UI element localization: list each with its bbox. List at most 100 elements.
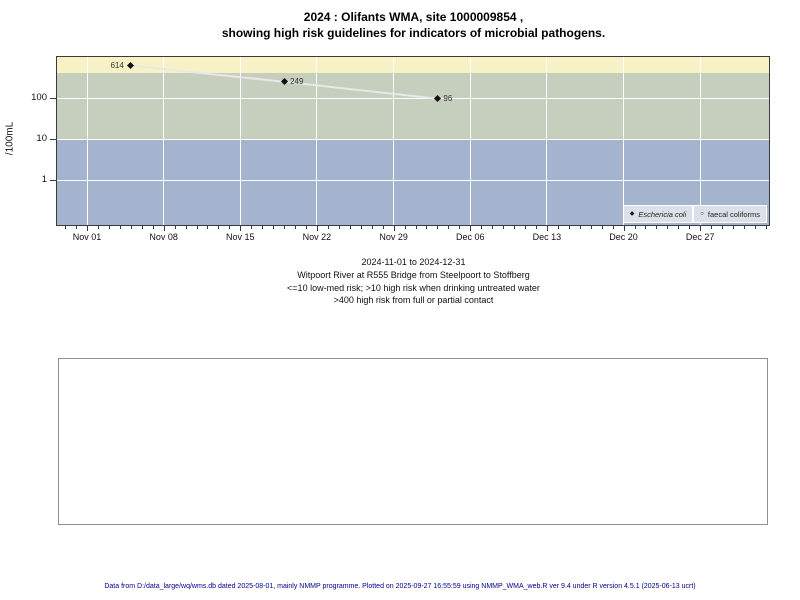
x-axis-minor-tick xyxy=(765,226,767,229)
open-circle-icon: ○ xyxy=(700,211,704,217)
caption-risk-note-1: <=10 low-med risk; >10 high risk when dr… xyxy=(287,282,540,293)
x-axis-tick-label: Nov 01 xyxy=(72,232,102,242)
x-axis-minor-tick xyxy=(722,226,724,229)
gridline-horizontal xyxy=(57,138,769,140)
x-axis-minor-tick xyxy=(656,226,658,229)
x-axis-minor-tick xyxy=(612,226,614,229)
x-axis-tick-label: Dec 06 xyxy=(455,232,485,242)
x-axis-minor-tick xyxy=(185,226,187,229)
x-axis-minor-tick xyxy=(678,226,680,229)
x-axis-minor-tick xyxy=(338,226,340,229)
x-axis-tick-label: Nov 22 xyxy=(302,232,332,242)
chart-title-line2: showing high risk guidelines for indicat… xyxy=(221,26,606,40)
x-axis-tick-label: Dec 13 xyxy=(532,232,562,242)
x-axis-tick-label: Nov 08 xyxy=(149,232,178,242)
y-axis-tick xyxy=(50,180,56,181)
x-axis-minor-tick xyxy=(130,226,132,229)
x-axis-minor-tick xyxy=(196,226,198,229)
empty-panel xyxy=(58,358,768,525)
x-axis-minor-tick xyxy=(514,226,516,229)
legend-label-faecal-coliforms: faecal coliforms xyxy=(707,209,760,219)
x-axis-minor-tick xyxy=(415,226,417,229)
caption-date-range: 2024-11-01 to 2024-12-31 xyxy=(361,257,466,267)
gridline-vertical xyxy=(469,57,471,225)
legend-label-escherichia-coli: Eschericia coli xyxy=(638,209,687,219)
gridline-vertical xyxy=(86,57,88,225)
series-line xyxy=(130,64,438,100)
x-axis-minor-tick xyxy=(579,226,581,229)
x-axis-minor-tick xyxy=(382,226,384,229)
x-axis-minor-tick xyxy=(65,226,67,229)
x-axis-minor-tick xyxy=(492,226,494,229)
x-axis-minor-tick xyxy=(306,226,307,229)
gridline-vertical xyxy=(316,57,318,225)
x-axis-minor-tick xyxy=(119,226,121,229)
x-axis-minor-tick xyxy=(470,226,472,229)
filled-diamond-icon: ◆ xyxy=(629,211,635,217)
x-axis-minor-tick xyxy=(262,226,264,229)
y-axis-tick-label: 10 xyxy=(36,133,47,144)
x-axis-minor-tick xyxy=(525,226,526,229)
data-point-label: 249 xyxy=(290,77,304,87)
x-axis-tick-label: Dec 20 xyxy=(609,232,638,242)
legend-item-escherichia-coli: ◆ Eschericia coli xyxy=(622,205,694,223)
x-axis-minor-tick xyxy=(601,226,603,229)
x-axis-minor-tick xyxy=(645,226,647,229)
x-axis-minor-tick xyxy=(623,226,625,229)
gridline-vertical xyxy=(163,57,165,225)
caption-site-description: Witpoort River at R555 Bridge from Steel… xyxy=(297,269,530,280)
x-axis-minor-tick xyxy=(711,226,713,229)
x-axis-minor-tick xyxy=(349,226,351,229)
x-axis-minor-tick xyxy=(481,226,483,229)
x-axis-minor-tick xyxy=(459,226,461,229)
chart-caption: 2024-11-01 to 2024-12-31 Witpoort River … xyxy=(57,256,770,307)
x-axis-minor-tick xyxy=(448,226,450,229)
x-axis-minor-tick xyxy=(689,226,691,229)
x-axis-minor-tick xyxy=(700,226,702,229)
x-axis-minor-tick xyxy=(744,226,745,229)
x-axis-minor-tick xyxy=(546,226,548,229)
data-point-label: 96 xyxy=(443,94,453,104)
x-axis-minor-tick xyxy=(295,226,297,229)
x-axis-minor-tick xyxy=(229,226,231,229)
x-axis-tick-label: Nov 15 xyxy=(226,232,255,242)
x-axis-minor-tick xyxy=(108,226,110,229)
x-axis-minor-tick xyxy=(152,226,154,229)
y-axis-tick xyxy=(50,98,56,99)
x-axis-minor-tick xyxy=(393,226,395,229)
y-axis-tick xyxy=(50,139,56,140)
x-axis-minor-tick xyxy=(634,226,636,229)
x-axis-minor-tick xyxy=(163,226,165,229)
x-axis-minor-tick xyxy=(87,226,88,229)
x-axis-minor-tick xyxy=(207,226,209,229)
x-axis-minor-tick xyxy=(733,226,735,229)
x-axis-minor-tick xyxy=(284,226,286,229)
footer-provenance-text: Data from D:/data_large/wq/wms.db dated … xyxy=(104,583,696,590)
gridline-vertical xyxy=(546,57,548,225)
x-axis-minor-tick xyxy=(141,226,143,229)
x-axis-minor-tick xyxy=(240,226,242,229)
x-axis-minor-tick xyxy=(371,226,373,229)
x-axis-minor-tick xyxy=(218,226,220,229)
x-axis-minor-tick xyxy=(251,226,253,229)
x-axis-minor-tick xyxy=(667,226,669,229)
plot-area: ◆ Eschericia coli ○ faecal coliforms 614… xyxy=(56,56,770,226)
x-axis-tick-label: Nov 29 xyxy=(379,232,408,242)
gridline-horizontal xyxy=(57,179,769,181)
x-axis-minor-tick xyxy=(174,226,176,229)
x-axis-minor-tick xyxy=(590,226,592,229)
chart-title-line1: 2024 : Olifants WMA, site 1000009854 , xyxy=(303,10,524,24)
gridline-vertical xyxy=(623,57,625,225)
x-axis-minor-tick xyxy=(404,226,406,229)
data-point-label: 614 xyxy=(110,61,124,71)
risk-band xyxy=(57,57,769,74)
x-axis-minor-tick xyxy=(360,226,362,229)
legend-item-faecal-coliforms: ○ faecal coliforms xyxy=(693,205,767,223)
gridline-vertical xyxy=(393,57,395,225)
x-axis-minor-tick xyxy=(568,226,570,229)
x-axis-minor-tick xyxy=(426,226,428,229)
gridline-horizontal xyxy=(57,97,769,99)
legend: ◆ Eschericia coli ○ faecal coliforms xyxy=(622,205,767,223)
y-axis-tick-label: 1 xyxy=(41,174,47,185)
